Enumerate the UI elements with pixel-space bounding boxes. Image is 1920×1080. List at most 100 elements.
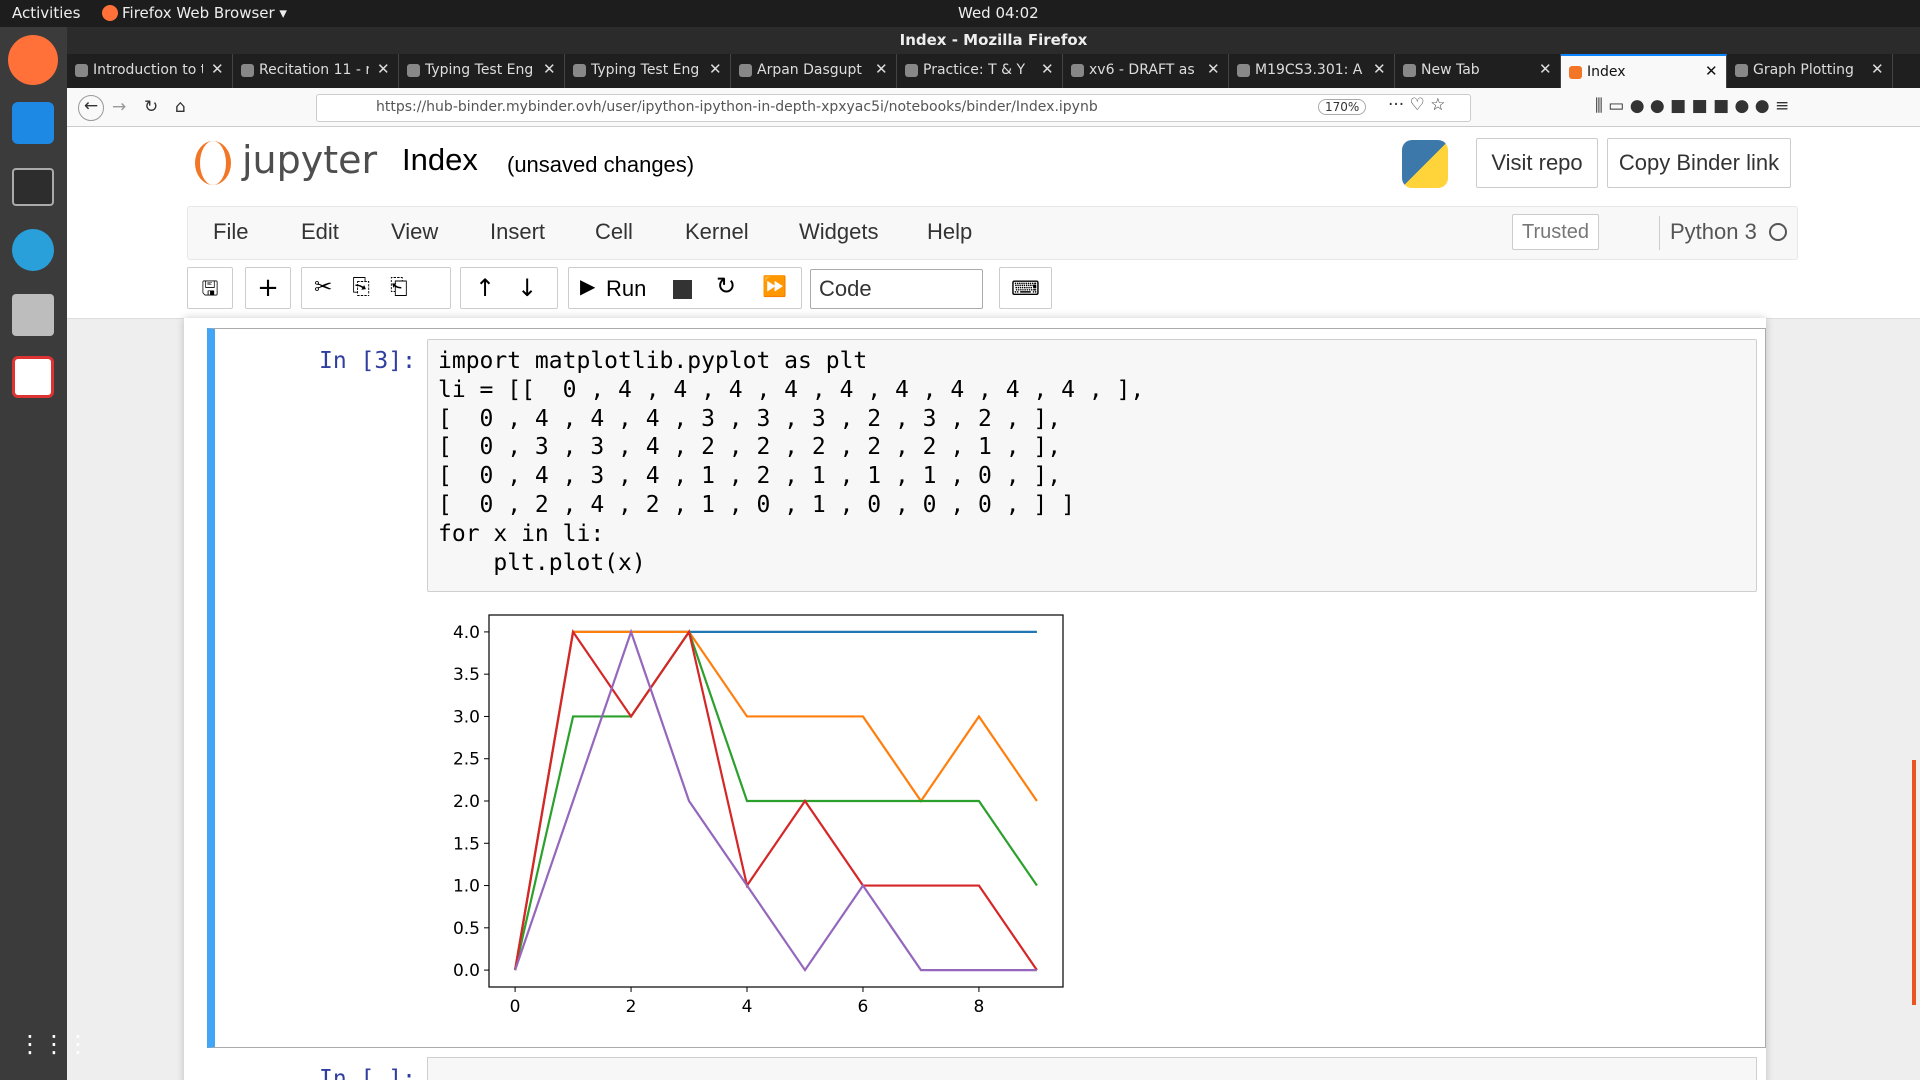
python-logo xyxy=(1402,140,1448,188)
menu-item[interactable]: Edit xyxy=(301,219,339,244)
selected-cell[interactable] xyxy=(207,328,1766,1048)
code-line: for x in li: xyxy=(438,520,605,547)
tab[interactable]: Typing Test Eng ✕ xyxy=(565,54,731,88)
restart-button[interactable]: ↻ xyxy=(716,272,737,300)
app-menu[interactable]: Firefox Web Browser ▾ xyxy=(122,4,287,22)
tab[interactable]: xv6 - DRAFT as ✕ xyxy=(1063,54,1229,88)
dock-terminal[interactable] xyxy=(12,168,54,206)
tab-title: Arpan Dasgupt xyxy=(757,62,862,78)
code-line: [ 0 , 2 , 4 , 2 , 1 , 0 , 1 , 0 , 0 , 0 … xyxy=(438,492,1075,518)
url[interactable]: https://hub-binder.mybinder.ovh/user/ipy… xyxy=(376,99,1098,115)
tab[interactable]: Graph Plotting ✕ xyxy=(1727,54,1893,88)
tab-close[interactable]: ✕ xyxy=(1373,60,1386,78)
dock-vscode[interactable] xyxy=(12,102,54,144)
dock-app[interactable] xyxy=(12,356,54,398)
run-button[interactable]: Run xyxy=(606,276,647,301)
dock-telegram[interactable] xyxy=(12,229,54,271)
tab-icon xyxy=(1569,66,1582,79)
x-tick-label: 2 xyxy=(626,997,637,1017)
next-input-prompt: In [ ]: xyxy=(319,1066,416,1080)
home-button[interactable]: ⌂ xyxy=(175,97,186,117)
tab-close[interactable]: ✕ xyxy=(875,60,888,78)
jupyter-logo[interactable]: jupyter xyxy=(242,138,378,182)
forward-button[interactable]: → xyxy=(112,97,127,117)
tab-close[interactable]: ✕ xyxy=(1041,60,1054,78)
tab-close[interactable]: ✕ xyxy=(377,60,390,78)
menu-item[interactable]: Widgets xyxy=(799,219,879,244)
y-tick-label: 3.5 xyxy=(453,665,480,685)
dock-files[interactable] xyxy=(12,294,54,336)
app-grid[interactable]: ⋮⋮⋮ xyxy=(18,1030,90,1058)
tab[interactable]: Recitation 11 - reci ✕ xyxy=(233,54,399,88)
jupyter-icon xyxy=(195,141,231,185)
activities[interactable]: Activities xyxy=(12,4,81,22)
stop-button[interactable] xyxy=(673,280,692,299)
y-tick-label: 0.0 xyxy=(453,961,480,981)
tab-close[interactable]: ✕ xyxy=(1207,60,1220,78)
cell-type-select[interactable]: Code xyxy=(810,269,983,309)
tab-title: M19CS3.301: A xyxy=(1255,62,1363,78)
kernel-name[interactable]: Python 3 xyxy=(1670,219,1757,244)
menu-item[interactable]: Kernel xyxy=(685,219,749,244)
tab-close[interactable]: ✕ xyxy=(709,60,722,78)
chart: 0.0 0.5 1.0 1.5 2.0 2.5 3.0 3.5 4.0 0 2 4 6 8 xyxy=(453,614,1064,1017)
plot-frame xyxy=(488,614,1064,988)
tab-close[interactable]: ✕ xyxy=(1539,60,1552,78)
x-tick-label: 4 xyxy=(742,997,753,1017)
next-code-editor[interactable] xyxy=(427,1057,1757,1080)
tab[interactable]: Introduction to the ✕ xyxy=(67,54,233,88)
menu-item[interactable]: Help xyxy=(927,219,973,244)
keyboard-button[interactable]: ⌨ xyxy=(999,267,1052,309)
tab-title: New Tab xyxy=(1421,62,1480,78)
trusted-indicator[interactable]: Trusted xyxy=(1512,214,1599,250)
tab-close[interactable]: ✕ xyxy=(543,60,556,78)
series-line xyxy=(514,630,1038,971)
insert-button[interactable]: + xyxy=(245,267,291,309)
tab-close[interactable]: ✕ xyxy=(211,60,224,78)
tab-icon xyxy=(75,64,88,77)
code-line: [ 0 , 4 , 3 , 4 , 1 , 2 , 1 , 1 , 1 , 0 … xyxy=(438,463,1062,490)
toolbar-icons[interactable]: ⫼ ▭ ● ● ■ ■ ■ ● ● ≡ xyxy=(1595,96,1790,116)
series-line xyxy=(514,629,1038,971)
url-bar[interactable] xyxy=(316,94,1471,122)
y-tick-label: 3.0 xyxy=(453,707,480,727)
copy-binder-button[interactable]: Copy Binder link xyxy=(1607,138,1791,188)
scrollbar[interactable] xyxy=(1912,760,1916,1005)
notebook-name[interactable]: Index xyxy=(402,142,478,177)
tab[interactable]: Index ✕ xyxy=(1561,54,1727,88)
x-tick-label: 8 xyxy=(974,997,985,1017)
move-buttons[interactable]: ↑↓ xyxy=(460,267,558,309)
menu-item[interactable]: Insert xyxy=(490,219,546,244)
run-all-button[interactable]: ⏩ xyxy=(762,274,787,298)
back-button[interactable]: ← xyxy=(78,95,104,121)
menu-item[interactable]: File xyxy=(213,219,249,244)
menu-item[interactable]: Cell xyxy=(595,219,633,244)
tab-icon xyxy=(739,64,752,77)
visit-repo-button[interactable]: Visit repo xyxy=(1476,138,1598,188)
page-actions[interactable]: ··· ♡ ☆ xyxy=(1388,95,1446,115)
edit-buttons[interactable]: ✂⎘⎗ xyxy=(301,267,451,309)
zoom[interactable]: 170% xyxy=(1318,99,1367,115)
tab-close[interactable]: ✕ xyxy=(1705,62,1718,80)
run-icon: ▶ xyxy=(580,274,596,298)
top-bar xyxy=(0,0,1920,27)
tab[interactable]: Practice: T & Y ✕ xyxy=(897,54,1063,88)
tab[interactable]: M19CS3.301: A ✕ xyxy=(1229,54,1395,88)
clock[interactable]: Wed 04:02 xyxy=(958,4,1039,22)
save-button[interactable]: 🖫 xyxy=(187,267,233,309)
tab[interactable]: New Tab ✕ xyxy=(1395,54,1561,88)
menu-item[interactable]: View xyxy=(391,219,439,244)
tab-icon xyxy=(573,64,586,77)
code-editor[interactable]: import matplotlib.pyplot as plt li = [[ 0… xyxy=(427,339,1757,592)
dock-firefox[interactable] xyxy=(8,35,58,85)
tab[interactable]: Typing Test Eng ✕ xyxy=(399,54,565,88)
tab[interactable]: Arpan Dasgupt ✕ xyxy=(731,54,897,88)
tab-close[interactable]: ✕ xyxy=(1871,60,1884,78)
reload-button[interactable]: ↻ xyxy=(144,97,159,117)
code-line: import matplotlib.pyplot as plt xyxy=(438,348,868,374)
tab-title: Introduction to the xyxy=(93,62,203,78)
window-title: Index - Mozilla Firefox xyxy=(899,31,1088,49)
